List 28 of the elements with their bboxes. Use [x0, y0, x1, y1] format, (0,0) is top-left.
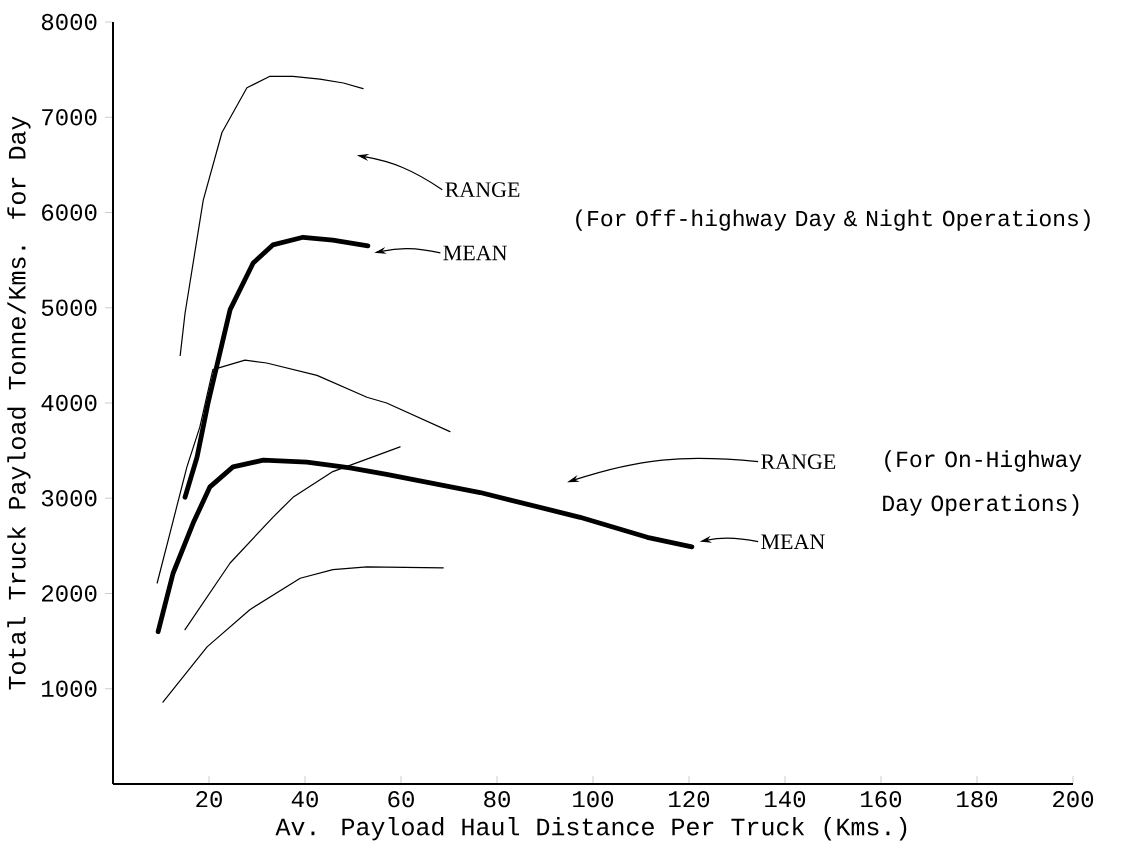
y-tick-label: 8000 — [41, 13, 97, 31]
y-tick-label: 4000 — [41, 394, 97, 412]
x-tick-label: 200 — [1053, 791, 1094, 808]
annotation: RANGE — [761, 454, 836, 470]
x-tick-label: 180 — [957, 791, 998, 808]
y-tick-label: 5000 — [41, 299, 97, 316]
line-series — [179, 75, 364, 356]
y-axis-title: Total Truck Payload Tonne/Kms. for Day — [7, 116, 31, 690]
annotation: MEAN — [761, 534, 825, 549]
x-tick-label: 120 — [669, 791, 710, 808]
y-tick-label: 7000 — [42, 109, 97, 126]
line-series — [162, 566, 444, 703]
x-tick-label: 100 — [573, 791, 614, 808]
x-tick-label: 160 — [861, 791, 902, 808]
y-tick-label: 3000 — [41, 490, 97, 507]
x-tick-label: 60 — [388, 791, 414, 808]
y-tick-label: 2000 — [42, 585, 97, 602]
annotation: RANGE — [445, 182, 520, 198]
x-tick-label: 80 — [484, 791, 510, 808]
annotation: (For On-Highway Day Operations) — [883, 450, 1082, 516]
y-tick-label: 1000 — [42, 680, 97, 697]
x-tick-label: 40 — [291, 791, 318, 808]
annotation: (For Off-highway Day & Night Operations) — [576, 209, 1090, 231]
x-tick-label: 140 — [765, 791, 806, 808]
y-tick-label: 6000 — [42, 204, 97, 221]
x-tick-label: 20 — [196, 791, 222, 808]
x-axis-title: Av. Payload Haul Distance Per Truck (Kms.) — [275, 817, 907, 841]
annotation: MEAN — [443, 245, 508, 261]
